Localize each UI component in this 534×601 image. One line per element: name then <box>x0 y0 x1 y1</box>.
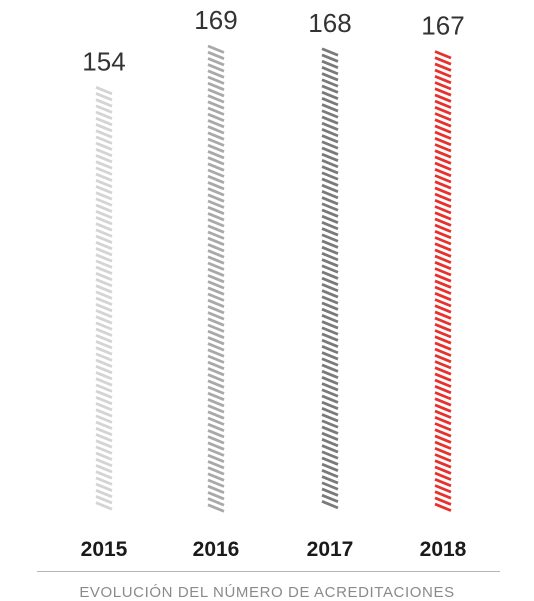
category-label-2018: 2018 <box>420 538 467 561</box>
value-label-2017: 168 <box>308 8 351 38</box>
value-label-2015: 154 <box>82 46 125 76</box>
category-label-2016: 2016 <box>193 538 240 561</box>
category-label-2015: 2015 <box>81 538 128 561</box>
bar-2015 <box>95 85 113 511</box>
caption-divider <box>37 571 500 572</box>
chart-caption: EVOLUCIÓN DEL NÚMERO DE ACREDITACIONES <box>79 584 455 601</box>
bar-2017 <box>321 47 339 510</box>
bar-2016 <box>207 44 225 513</box>
value-label-2016: 169 <box>194 5 237 35</box>
bar-2018 <box>434 50 452 512</box>
value-label-2018: 167 <box>421 11 464 41</box>
category-label-2017: 2017 <box>307 538 354 561</box>
